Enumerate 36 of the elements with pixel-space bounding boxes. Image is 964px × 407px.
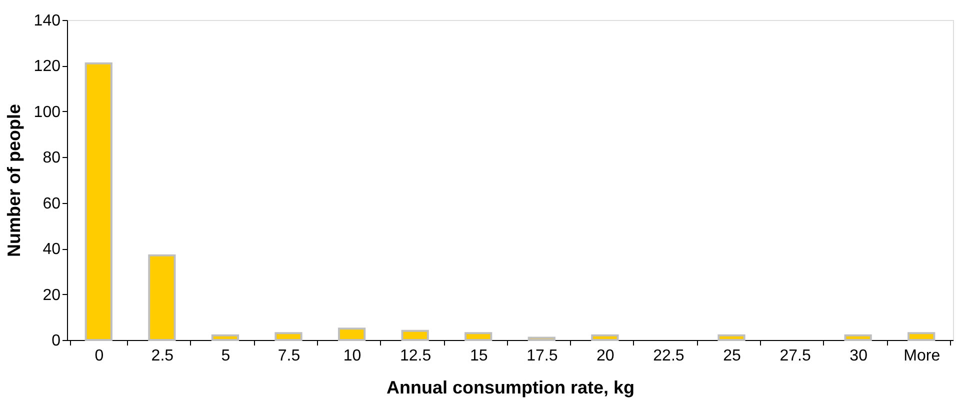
x-tick-label: 30 [850, 348, 868, 364]
y-tick-label: 100 [34, 104, 61, 121]
y-tick-label: 60 [42, 195, 61, 212]
x-tick-label: 10 [343, 348, 362, 364]
x-tick-label: 5 [221, 348, 230, 364]
x-tick-label: 2.5 [151, 348, 174, 364]
bar [908, 332, 936, 341]
y-tick-label: 20 [42, 286, 61, 304]
bar [84, 62, 112, 341]
y-axis-title: Number of people [4, 104, 24, 258]
bar [718, 334, 746, 341]
y-tick-label: 80 [42, 150, 61, 167]
x-axis-title: Annual consumption rate, kg [386, 378, 635, 398]
bar [274, 332, 302, 341]
bar [211, 334, 240, 341]
bar [338, 328, 366, 341]
y-tick-label: 140 [34, 12, 61, 30]
y-tick-label: 120 [34, 58, 61, 76]
bar [401, 330, 429, 341]
x-tick-label: 27.5 [780, 348, 811, 364]
x-tick-label: More [904, 348, 940, 364]
bar [528, 336, 556, 341]
x-tick-label: 15 [470, 348, 488, 364]
y-tick-label: 40 [42, 241, 61, 258]
y-tick-label: 0 [52, 332, 61, 350]
x-tick-label: 17.5 [526, 348, 558, 364]
x-tick-label: 7.5 [278, 348, 300, 364]
x-tick-label: 20 [596, 348, 614, 364]
bar [148, 254, 176, 341]
x-tick-label: 25 [723, 348, 741, 364]
bar [844, 334, 872, 341]
bar [591, 334, 619, 341]
x-tick-label: 12.5 [400, 348, 432, 364]
x-tick-label: 0 [94, 348, 104, 364]
bar [464, 332, 492, 341]
x-tick-label: 22.5 [653, 348, 684, 364]
